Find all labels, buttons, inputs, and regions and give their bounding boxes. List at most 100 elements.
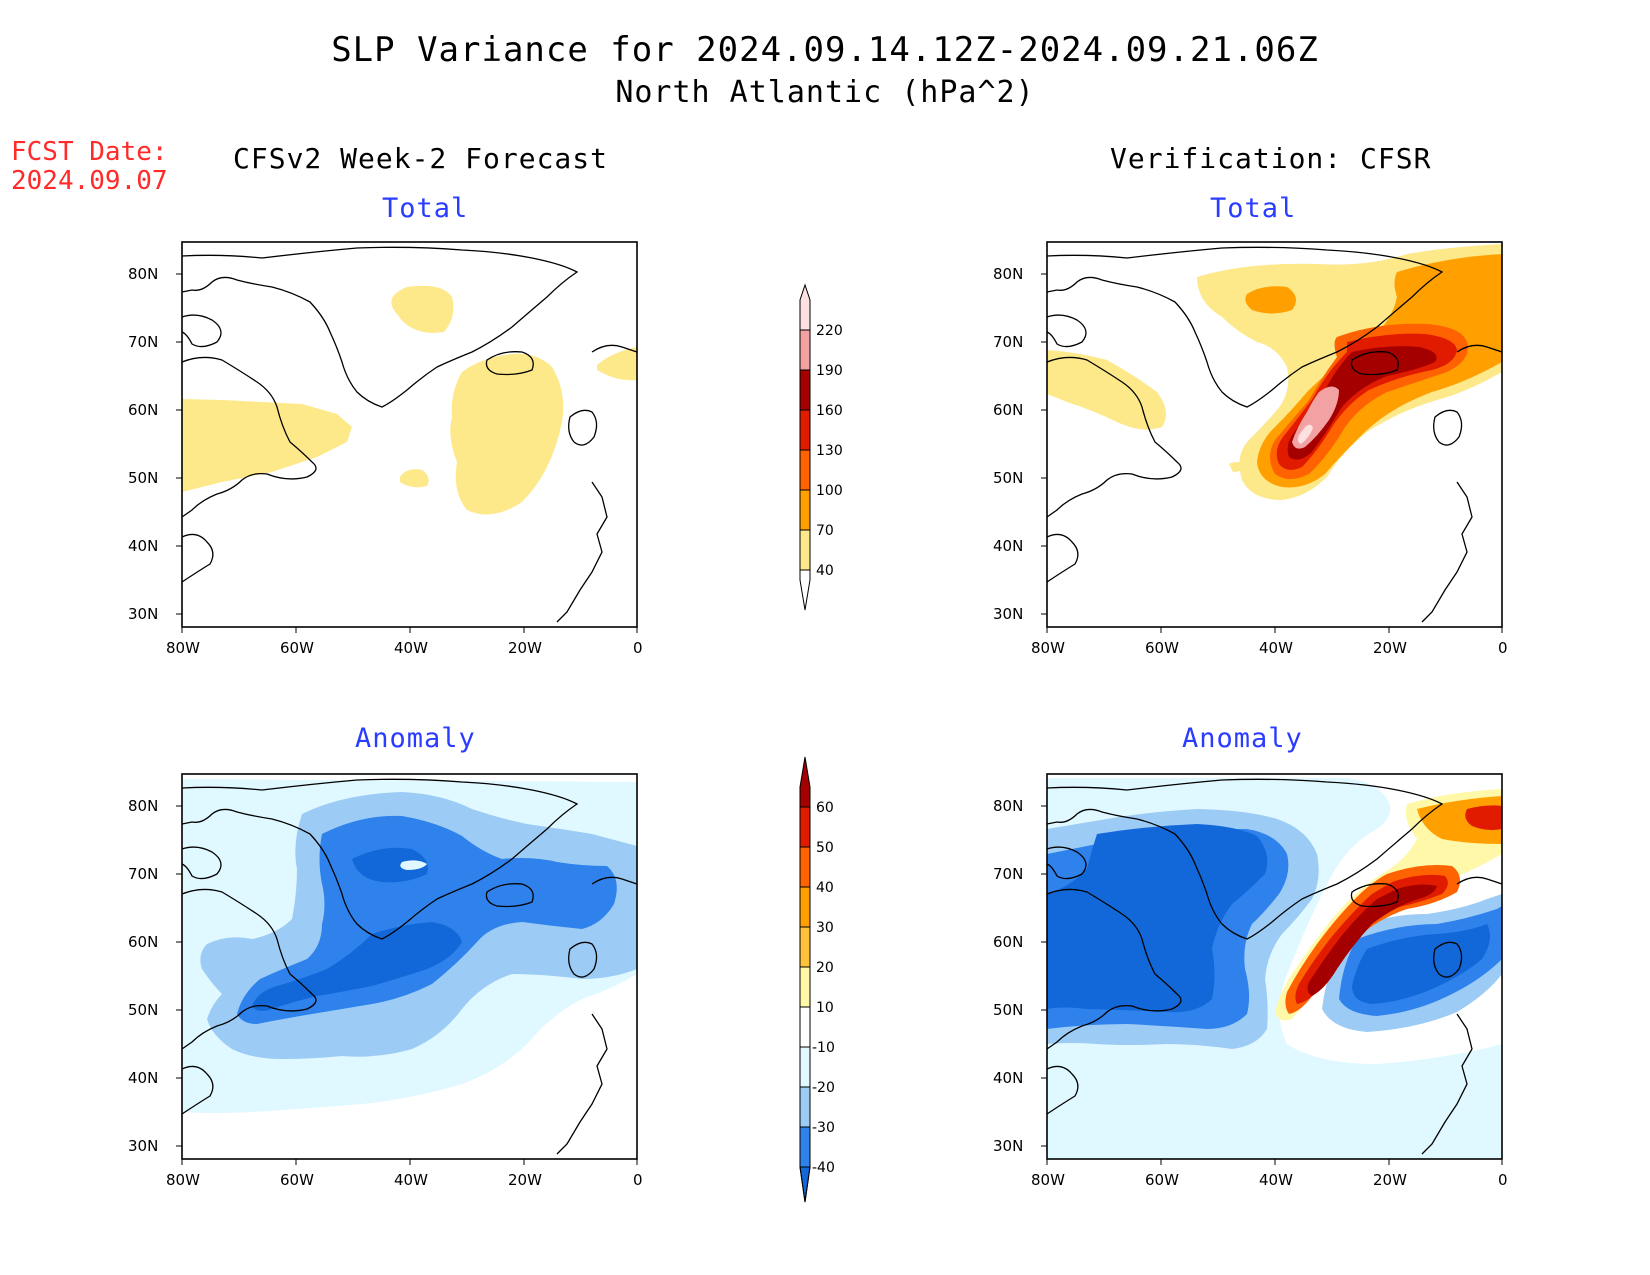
lon-tick-label: 40W xyxy=(1259,1171,1293,1189)
lat-tick-label: 80N xyxy=(128,265,158,283)
lat-tick-label: 30N xyxy=(128,1137,158,1155)
coastline-layer xyxy=(1046,246,1503,623)
colorbar-labels: -40 -30 -20 -10 10 20 30 40 50 60 xyxy=(812,800,835,1176)
lon-tick-label: 20W xyxy=(1373,1171,1407,1189)
lat-tick-label: 80N xyxy=(128,797,158,815)
colorbar-level-label: 220 xyxy=(816,323,843,339)
lon-tick-label: 20W xyxy=(508,639,542,657)
lon-tick-label: 60W xyxy=(1145,639,1179,657)
lat-tick-label: 50N xyxy=(993,469,1023,487)
lat-tick-label: 70N xyxy=(128,333,158,351)
coastline xyxy=(1421,481,1473,623)
lon-tick-label: 40W xyxy=(394,1171,428,1189)
colorbar-level-label: 50 xyxy=(816,840,834,856)
coastline xyxy=(1350,883,1399,908)
map-fill-layer xyxy=(182,779,638,1113)
lat-tick-label: 60N xyxy=(128,401,158,419)
coastline xyxy=(1350,351,1399,376)
lon-tick-label: 40W xyxy=(394,639,428,657)
colorbar-segment xyxy=(799,489,811,531)
coastline xyxy=(181,1065,214,1115)
forecast-anomaly-label: Anomaly xyxy=(355,723,476,754)
coastline xyxy=(1433,941,1463,978)
colorbar-outline xyxy=(799,756,811,1203)
map-fill-layer xyxy=(1047,244,1502,500)
colorbar-level-label: -10 xyxy=(812,1040,835,1056)
lon-tick-label: 60W xyxy=(280,1171,314,1189)
colorbar-level-label: 100 xyxy=(816,483,843,499)
lon-axis: 80W 60W 40W 20W 0 xyxy=(1031,1159,1508,1189)
coastline-layer xyxy=(181,246,638,623)
shading-contour xyxy=(252,922,462,1011)
forecast-date-label: FCST Date: xyxy=(11,137,168,167)
lat-tick-label: 40N xyxy=(993,537,1023,555)
verification-column-title: Verification: CFSR xyxy=(1110,142,1432,175)
shading-contour xyxy=(1465,805,1502,830)
coastline xyxy=(556,481,608,623)
colorbar-segment xyxy=(799,449,811,491)
shading-contour xyxy=(400,860,427,870)
colorbar-level-label: -20 xyxy=(812,1080,835,1096)
lat-tick-label: 40N xyxy=(993,1069,1023,1087)
forecast-total-label: Total xyxy=(382,193,469,224)
colorbar-segment xyxy=(800,967,810,1007)
lat-tick-label: 80N xyxy=(993,265,1023,283)
colorbar-segment xyxy=(800,1007,810,1047)
coastline xyxy=(1456,344,1503,353)
lat-tick-label: 30N xyxy=(128,605,158,623)
colorbar-segments xyxy=(799,283,811,611)
colorbar-segment xyxy=(799,569,811,611)
map-fill-layer xyxy=(182,285,637,515)
colorbar-level-label: 130 xyxy=(816,443,843,459)
colorbar-segment xyxy=(799,329,811,371)
coastline xyxy=(1046,846,1087,880)
coastline xyxy=(181,246,579,408)
forecast-column-title: CFSv2 Week-2 Forecast xyxy=(233,142,609,175)
coastline xyxy=(556,1013,608,1155)
shading-contour xyxy=(182,399,352,492)
shading-contour xyxy=(1047,824,1268,1013)
lat-tick-label: 50N xyxy=(128,469,158,487)
lon-tick-label: 0 xyxy=(1498,639,1508,657)
coastline xyxy=(591,344,638,353)
shading-contour xyxy=(352,847,428,883)
coastline-layer xyxy=(181,778,638,1155)
verification-anomaly-label: Anomaly xyxy=(1182,723,1303,754)
coastline xyxy=(1421,1013,1473,1155)
coastline xyxy=(1046,246,1444,408)
colorbar-segment xyxy=(800,887,810,927)
lon-tick-label: 0 xyxy=(633,1171,643,1189)
colorbar-segment xyxy=(800,757,810,807)
map-fill-layer xyxy=(1047,778,1502,1159)
lon-tick-label: 80W xyxy=(1031,1171,1065,1189)
coastline xyxy=(181,888,317,1050)
verification-total-map: 80N 70N 60N 50N 40N 30N 80W 60W 40W 20W … xyxy=(993,241,1508,657)
lon-tick-label: 60W xyxy=(280,639,314,657)
coastline xyxy=(181,533,214,583)
lon-axis: 80W 60W 40W 20W 0 xyxy=(1031,627,1508,657)
lat-tick-label: 70N xyxy=(128,865,158,883)
colorbar-segment xyxy=(800,807,810,847)
colorbar-level-label: -40 xyxy=(812,1160,835,1176)
shading-contour xyxy=(400,469,429,488)
lat-tick-label: 40N xyxy=(128,537,158,555)
lat-tick-label: 70N xyxy=(993,333,1023,351)
colorbar-level-label: 160 xyxy=(816,403,843,419)
lat-tick-label: 30N xyxy=(993,605,1023,623)
colorbar-level-label: 70 xyxy=(816,523,834,539)
lat-tick-label: 40N xyxy=(128,1069,158,1087)
colorbar-level-label: 40 xyxy=(816,563,834,579)
colorbar-level-label: 40 xyxy=(816,880,834,896)
coastline xyxy=(568,941,598,978)
colorbar-segment xyxy=(800,927,810,967)
lon-axis: 80W 60W 40W 20W 0 xyxy=(166,627,643,657)
total-colorbar: 40 70 100 130 160 190 220 xyxy=(799,283,843,611)
lat-tick-label: 50N xyxy=(128,1001,158,1019)
shading-contour xyxy=(391,285,454,333)
lat-tick-label: 60N xyxy=(128,933,158,951)
coastline xyxy=(181,314,222,348)
shading-contour xyxy=(1297,424,1313,444)
coastline xyxy=(181,846,222,880)
lon-tick-label: 80W xyxy=(166,639,200,657)
lon-tick-label: 0 xyxy=(1498,1171,1508,1189)
